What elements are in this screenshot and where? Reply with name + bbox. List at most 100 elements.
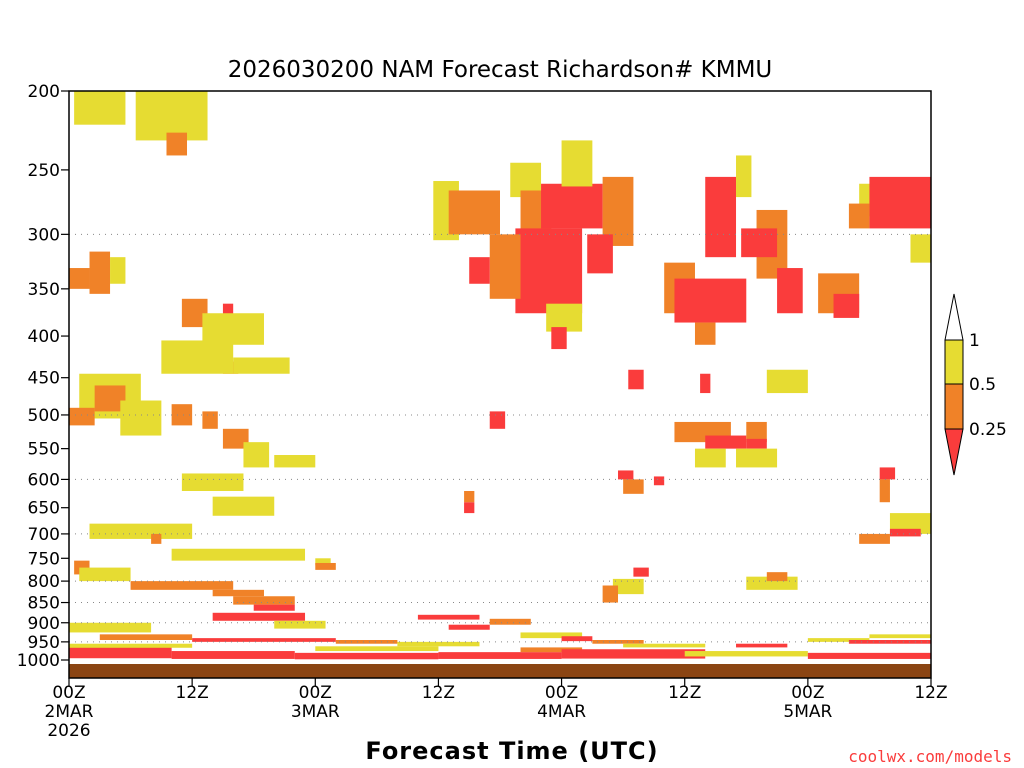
legend-swatch-red [944, 428, 964, 476]
heatmap-cell [253, 604, 295, 611]
y-tick-label: 700 [28, 525, 60, 545]
heatmap-cell [541, 183, 603, 229]
heatmap-cell [777, 268, 803, 314]
heatmap-cell [561, 636, 593, 642]
heatmap-cell [879, 467, 896, 480]
x-tick-label: 12Z [914, 683, 947, 703]
y-tick-label: 650 [28, 499, 60, 519]
x-tick-label: 00Z [299, 683, 332, 703]
x-tick-label: 4MAR [537, 702, 586, 722]
chart-title: 2026030200 NAM Forecast Richardson# KMMU [228, 57, 773, 83]
x-tick-label: 00Z [545, 683, 578, 703]
heatmap-cell [587, 234, 613, 274]
heatmap-cell [489, 234, 521, 299]
heatmap-cell [222, 428, 249, 449]
heatmap-cell [469, 257, 490, 284]
y-tick-label: 850 [28, 594, 60, 614]
heatmap-cell [69, 407, 95, 426]
legend-swatch-gt1 [944, 293, 964, 341]
x-tick-label: 12Z [422, 683, 455, 703]
x-axis-label: Forecast Time (UTC) [365, 737, 658, 765]
heatmap-cell [315, 558, 331, 566]
heatmap-cell [243, 442, 270, 468]
heatmap-cell [889, 513, 931, 534]
x-tick-label: 2026 [47, 721, 90, 741]
y-tick-label: 1000 [17, 651, 60, 671]
heatmap-cell [192, 638, 336, 642]
heatmap-cell [766, 572, 788, 582]
y-tick-label: 900 [28, 614, 60, 634]
heatmap-cell [151, 533, 162, 544]
heatmap-cell [489, 618, 531, 625]
x-tick-label: 5MAR [783, 702, 832, 722]
y-tick-label: 950 [28, 633, 60, 653]
heatmap-cell [746, 421, 767, 443]
heatmap-cell [464, 502, 475, 514]
heatmap-cell [879, 479, 890, 503]
heatmap-cell [561, 649, 706, 659]
x-tick-label: 2MAR [45, 702, 94, 722]
heatmap-cell [869, 634, 931, 639]
heatmap-cell [623, 643, 706, 648]
x-tick-label: 00Z [791, 683, 824, 703]
heatmap-cell [746, 438, 767, 449]
heatmap-cell [736, 155, 752, 198]
heatmap-cell [807, 652, 931, 659]
x-tick-label: 12Z [176, 683, 209, 703]
heatmap-cell [110, 257, 126, 284]
y-tick-label: 600 [28, 470, 60, 490]
heatmap-cell [546, 303, 583, 332]
heatmap-cell [700, 373, 711, 394]
heatmap-cell [161, 340, 234, 374]
y-tick-label: 250 [28, 161, 60, 181]
heatmap-cell [212, 612, 306, 621]
y-tick-label: 200 [28, 82, 60, 102]
heatmap-cell [130, 581, 234, 590]
legend-swatch-orange [944, 383, 964, 430]
heatmap-cell [653, 476, 665, 486]
heatmap-cell [684, 651, 808, 657]
legend-label: 0.5 [969, 375, 996, 395]
heatmap-cell [397, 641, 480, 647]
heatmap-cell [294, 652, 439, 660]
heatmap-cell [335, 640, 398, 644]
heatmap-cell [233, 596, 295, 605]
heatmap-cell [859, 533, 890, 544]
heatmap-cell [628, 369, 644, 390]
heatmap-cell [69, 268, 90, 289]
heatmap-cell [99, 634, 193, 641]
colorbar-legend: 1 0.5 0.25 [944, 293, 1007, 476]
heatmap-cell [694, 322, 716, 345]
heatmap-cell [171, 548, 306, 561]
legend-swatch-yellow [944, 339, 964, 385]
heatmap-cell [633, 567, 649, 577]
heatmap-cell [612, 578, 644, 595]
heatmap-cell [910, 234, 931, 263]
heatmap-cell [212, 496, 275, 516]
heatmap-cell [464, 490, 475, 503]
heatmap-cell [315, 562, 336, 570]
heatmap-cell [89, 523, 193, 539]
heatmap-cell [171, 404, 193, 426]
heatmap-cell [520, 647, 583, 653]
heatmap-cell [741, 228, 778, 258]
heatmap-cell [889, 528, 921, 537]
heatmap-cell [79, 567, 131, 582]
x-tick-label: 12Z [668, 683, 701, 703]
y-tick-label: 450 [28, 369, 60, 389]
heatmap-cell [623, 479, 644, 494]
y-tick-label: 800 [28, 572, 60, 592]
heatmap-cell [438, 652, 562, 659]
heatmap-cell [736, 448, 778, 468]
x-tick-label: 3MAR [291, 702, 340, 722]
heatmap-cell [561, 140, 593, 187]
heatmap-cell [833, 293, 860, 318]
heatmap-cell [202, 313, 264, 345]
y-tick-label: 350 [28, 280, 60, 300]
heatmap-cell [166, 132, 188, 156]
heatmap-cell [74, 91, 126, 125]
y-tick-label: 300 [28, 225, 60, 245]
heatmap-cell [520, 632, 583, 639]
heatmap-cell [69, 622, 152, 633]
heatmap-cell [69, 647, 172, 659]
